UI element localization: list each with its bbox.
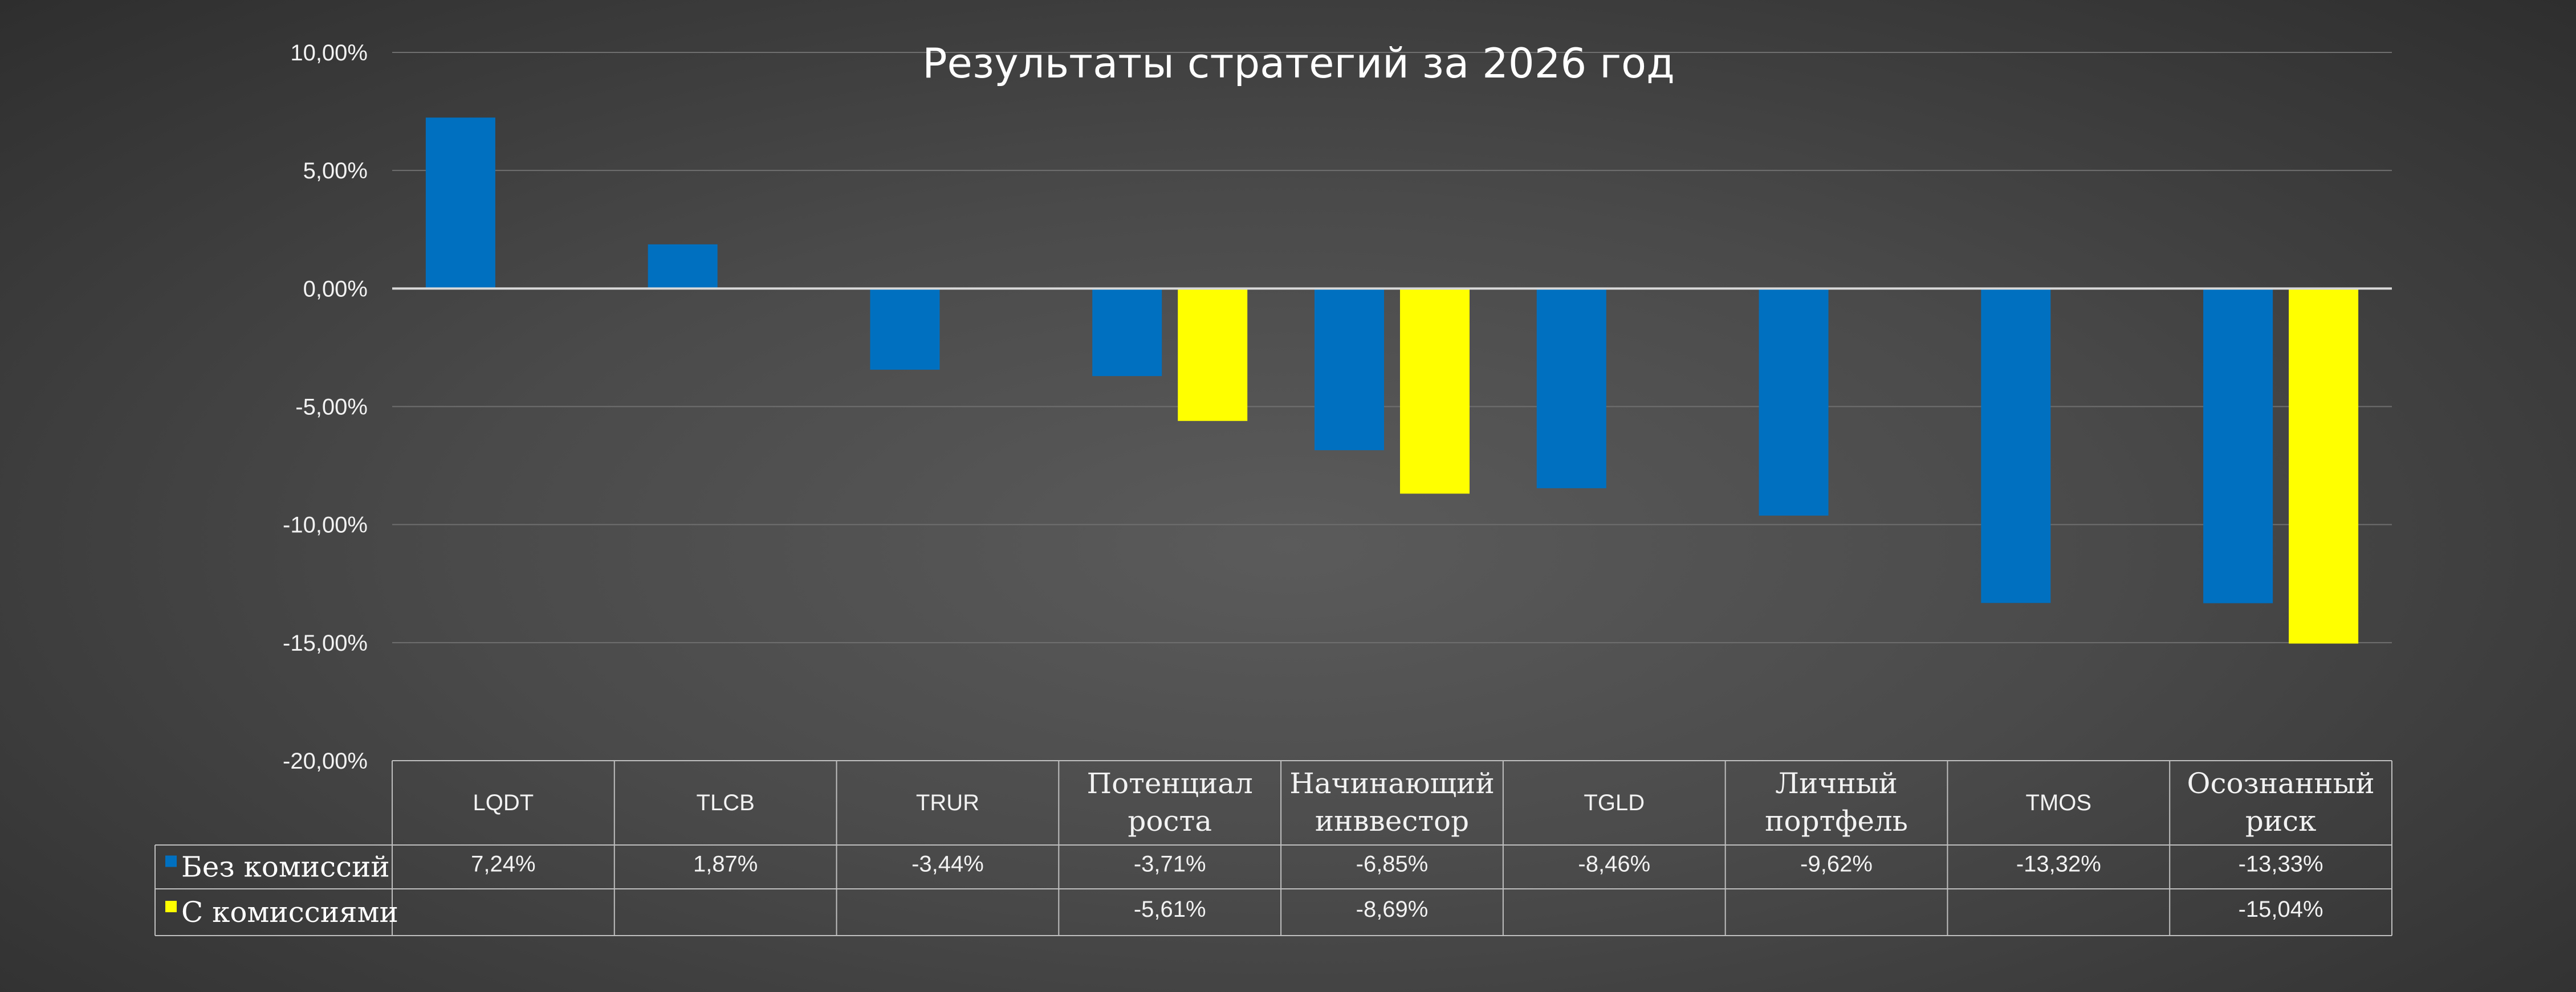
category-label: Личный портфель xyxy=(1765,767,1908,838)
data-table: LQDT TLCB TRUR Потенциал роста Начинающий инвв… xyxy=(154,760,2392,936)
data-label: -13,32% xyxy=(2016,852,2101,877)
bar-s-komissiyami xyxy=(1178,288,1248,421)
data-label: -9,62% xyxy=(1800,852,1873,877)
bar-bez-komissiy xyxy=(1536,288,1606,488)
category-label: TRUR xyxy=(916,790,979,815)
y-tick-label: 5,00% xyxy=(303,158,368,183)
bar-s-komissiyami xyxy=(2289,288,2359,644)
legend-label: Без комиссий xyxy=(181,851,390,884)
data-label: 1,87% xyxy=(693,852,758,877)
data-label: -8,69% xyxy=(1356,897,1429,922)
y-tick-label: -5,00% xyxy=(295,395,368,420)
y-tick-label: -15,00% xyxy=(283,631,368,656)
data-label: -8,46% xyxy=(1578,852,1650,877)
category-label: TLCB xyxy=(697,790,755,815)
bar-bez-komissiy xyxy=(425,117,495,289)
bar-bez-komissiy xyxy=(1092,288,1162,377)
category-label: LQDT xyxy=(473,790,534,815)
y-tick-label: -20,00% xyxy=(283,749,368,774)
category-label: TGLD xyxy=(1584,790,1645,815)
data-label: -3,44% xyxy=(911,852,984,877)
bar-bez-komissiy xyxy=(1315,288,1384,451)
category-label: Потенциал роста xyxy=(1087,767,1253,838)
data-label: -3,71% xyxy=(1134,852,1206,877)
data-label: -15,04% xyxy=(2239,897,2323,922)
bar-s-komissiyami xyxy=(1400,288,1470,494)
category-label: Осознанный риск xyxy=(2187,767,2374,838)
data-label: -5,61% xyxy=(1134,897,1206,922)
bar-bez-komissiy xyxy=(2203,288,2273,603)
data-label: 7,24% xyxy=(471,852,535,877)
legend-swatch xyxy=(165,901,177,912)
y-axis: 10,00% 5,00% 0,00% -5,00% -10,00% -15,00% -20,… xyxy=(283,40,368,774)
y-tick-label: 10,00% xyxy=(290,40,368,66)
y-tick-label: -10,00% xyxy=(283,513,368,538)
data-label: -6,85% xyxy=(1356,852,1429,877)
legend-swatch xyxy=(165,855,177,867)
bar-bez-komissiy xyxy=(648,244,718,289)
category-label: Начинающий инввестор xyxy=(1289,767,1495,838)
bar-bez-komissiy xyxy=(1759,288,1829,516)
data-label: -13,33% xyxy=(2239,852,2323,877)
legend-label: С комиссиями xyxy=(181,896,398,929)
bar-bez-komissiy xyxy=(870,288,940,370)
grid-lines xyxy=(392,52,2392,643)
bar-bez-komissiy xyxy=(1981,288,2051,603)
bars xyxy=(425,117,2359,644)
category-label: TMOS xyxy=(2026,790,2092,815)
y-tick-label: 0,00% xyxy=(303,276,368,301)
chart-title: Результаты стратегий за 2026 год xyxy=(922,39,1675,87)
